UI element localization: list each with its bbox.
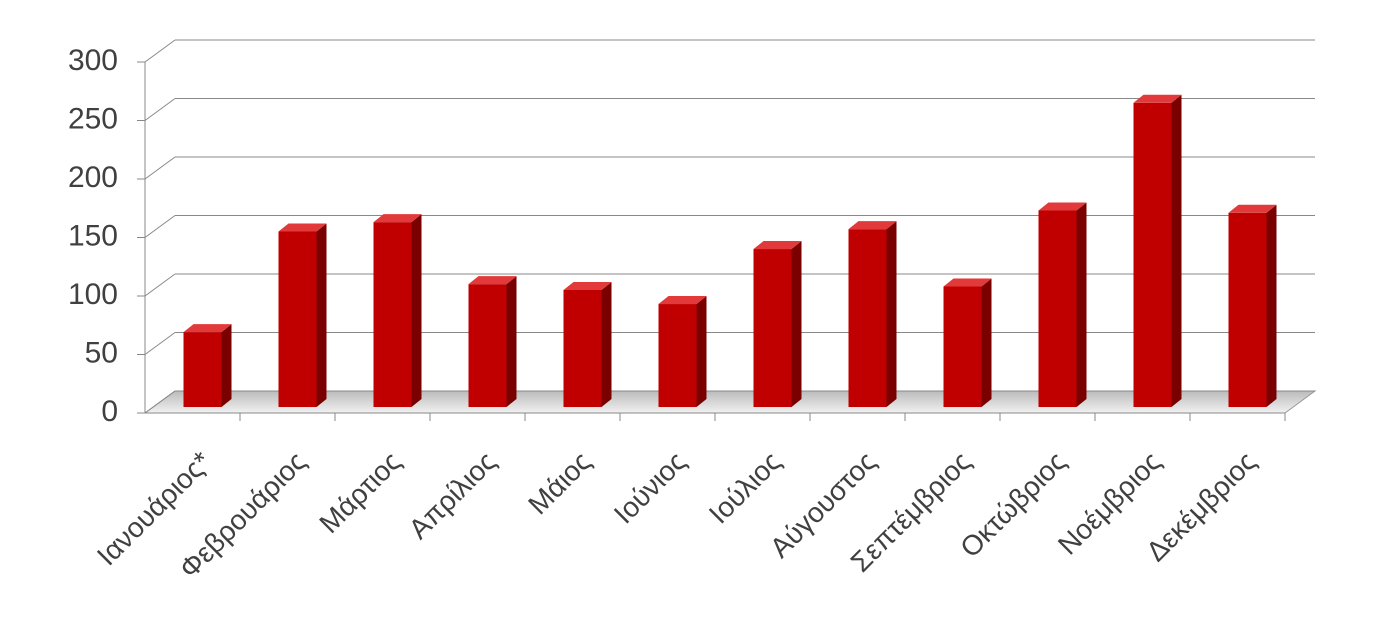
bar bbox=[1038, 202, 1087, 407]
bar-front bbox=[1228, 212, 1267, 407]
bar-top bbox=[658, 296, 707, 305]
bar-side bbox=[886, 221, 897, 407]
bar-side bbox=[1266, 204, 1277, 407]
grid-line bbox=[144, 156, 176, 180]
y-tick-label: 200 bbox=[68, 161, 118, 194]
y-tick-label: 300 bbox=[68, 44, 118, 77]
bar-side bbox=[601, 282, 612, 407]
bar-side bbox=[1171, 94, 1182, 408]
bar-front bbox=[1133, 102, 1172, 408]
bar-top bbox=[1228, 204, 1277, 213]
bar bbox=[278, 223, 327, 407]
bar-front bbox=[753, 249, 792, 407]
bar bbox=[183, 324, 232, 407]
bar-front bbox=[943, 286, 982, 407]
bar-top bbox=[563, 282, 612, 290]
bar-side bbox=[1076, 202, 1087, 407]
bar-front bbox=[373, 222, 412, 407]
bar-side bbox=[791, 241, 802, 407]
bar-top bbox=[1038, 202, 1087, 211]
bar-side bbox=[411, 214, 422, 407]
grid-line bbox=[144, 215, 176, 238]
x-tick-label: Μάιος bbox=[522, 446, 597, 521]
bar bbox=[848, 221, 897, 407]
bar bbox=[1228, 204, 1277, 407]
bar-top bbox=[1133, 94, 1182, 103]
x-tick-label: Ιούλιος bbox=[703, 446, 787, 530]
bar-front bbox=[183, 332, 222, 407]
y-tick-label: 50 bbox=[85, 336, 118, 369]
bar-front bbox=[1038, 210, 1077, 407]
x-tick-label: Ιούνιος bbox=[608, 446, 692, 530]
y-tick-label: 150 bbox=[68, 219, 118, 252]
bar-top bbox=[468, 276, 517, 285]
bar-side bbox=[221, 324, 232, 407]
bar-front bbox=[848, 229, 887, 407]
grid-line bbox=[144, 332, 176, 355]
bar-side bbox=[981, 278, 992, 407]
grid-line bbox=[144, 273, 176, 297]
bar-top bbox=[848, 221, 897, 230]
bar-front bbox=[468, 284, 507, 407]
y-tick-label: 250 bbox=[68, 102, 118, 135]
bar-front bbox=[563, 290, 602, 407]
bar bbox=[563, 282, 612, 407]
bar bbox=[753, 241, 802, 407]
grid-line bbox=[144, 390, 176, 414]
bar-top bbox=[183, 324, 232, 333]
x-tick-label: Απρίλιος bbox=[403, 446, 502, 545]
x-tick-label: Μάρτιος bbox=[313, 446, 407, 540]
bar bbox=[658, 296, 707, 407]
bar-top bbox=[373, 214, 422, 223]
bar-front bbox=[278, 231, 317, 407]
y-tick-label: 0 bbox=[101, 395, 118, 428]
grid-line bbox=[144, 39, 176, 63]
bar-side bbox=[316, 223, 327, 407]
bar-side bbox=[696, 296, 707, 407]
bar bbox=[373, 214, 422, 407]
bar-top bbox=[278, 223, 327, 232]
bar bbox=[468, 276, 517, 407]
grid-line bbox=[144, 98, 176, 121]
bar bbox=[943, 278, 992, 407]
bar bbox=[1133, 94, 1182, 408]
y-tick-label: 100 bbox=[68, 278, 118, 311]
bar-top bbox=[943, 278, 992, 287]
bar-front bbox=[658, 304, 697, 407]
bar-top bbox=[753, 241, 802, 250]
bar-side bbox=[506, 276, 517, 407]
